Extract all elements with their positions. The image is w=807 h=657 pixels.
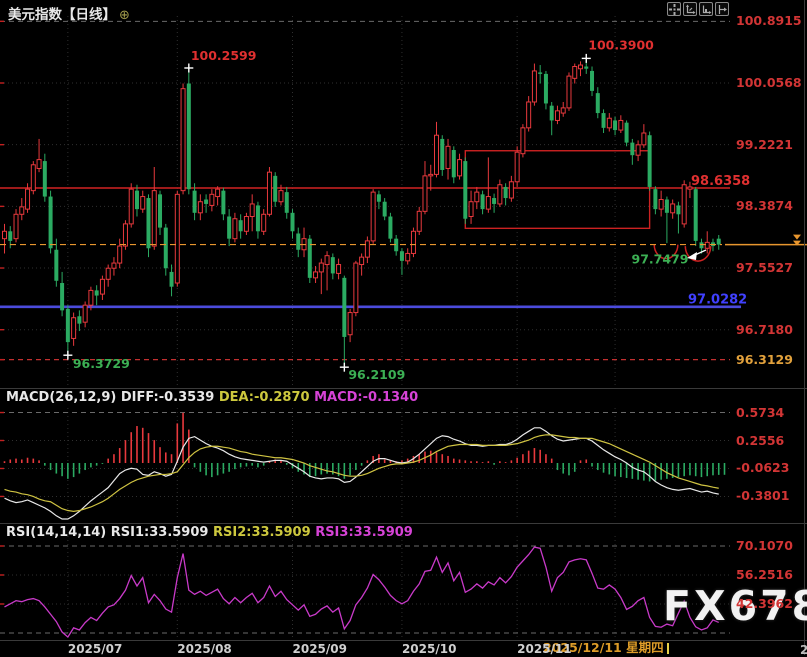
fit-both-axes-icon[interactable] (683, 2, 697, 16)
pan-icon[interactable] (667, 2, 681, 16)
support-level-label: 97.0282 (688, 292, 747, 307)
circle-annotation (653, 244, 679, 260)
current-price-marker (793, 234, 801, 240)
extreme-price-label: 100.3900 (588, 37, 654, 52)
extreme-price-label: 96.2109 (348, 367, 405, 382)
extreme-price-label: 96.3729 (73, 356, 130, 371)
fit-time-axis-icon[interactable] (699, 2, 713, 16)
mouse-cursor (687, 252, 697, 260)
shift-right-icon[interactable] (715, 2, 729, 16)
extreme-price-label: 100.2599 (191, 48, 257, 63)
circle-annotation (684, 246, 712, 262)
chart-toolbar (667, 2, 729, 16)
range-box-annotation (464, 150, 651, 230)
extreme-price-label: 97.7479 (632, 252, 689, 267)
resistance-level-label: 98.6358 (691, 174, 750, 189)
